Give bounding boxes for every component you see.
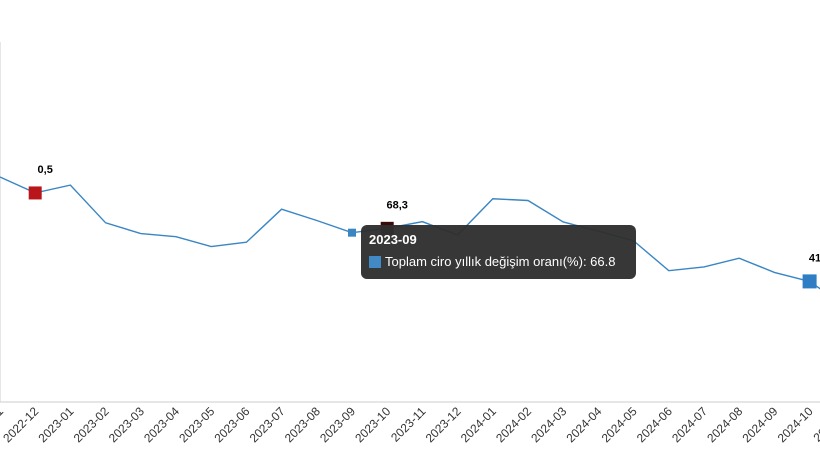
x-tick-label: 2023-04 xyxy=(141,404,182,445)
x-tick-label: 2023-03 xyxy=(106,404,147,445)
x-tick-label: 2023-12 xyxy=(423,404,464,445)
data-label: 68,3 xyxy=(386,199,407,211)
tooltip-series-swatch xyxy=(369,256,381,268)
x-tick-label: 2024-03 xyxy=(528,404,569,445)
chart-axes xyxy=(0,42,820,403)
x-tick-label: 2024-08 xyxy=(704,404,745,445)
x-tick-label: 2023-09 xyxy=(317,404,358,445)
x-tick-label: 2024-11 xyxy=(811,404,820,445)
chart-tooltip: 2023-09 Toplam ciro yıllık değişim oranı… xyxy=(361,225,636,279)
x-tick-label: 2024-04 xyxy=(563,404,604,445)
chart-data-labels: 0,5 68,3 41,6 xyxy=(38,164,820,264)
x-tick-label: 2024-10 xyxy=(775,404,816,445)
data-point-marker[interactable] xyxy=(28,186,42,200)
data-label: 41,6 xyxy=(809,252,820,264)
x-tick-label: 2023-11 xyxy=(388,404,429,445)
x-axis-tick-labels: 2022-112022-122023-012023-022023-032023-… xyxy=(0,404,820,445)
x-tick-label: 2024-02 xyxy=(493,404,534,445)
series-line xyxy=(0,176,820,290)
x-tick-label: 2023-10 xyxy=(352,404,393,445)
x-tick-label: 2024-07 xyxy=(669,404,710,445)
x-tick-label: 2024-09 xyxy=(739,404,780,445)
data-point-marker[interactable] xyxy=(802,274,817,289)
x-tick-label: 2023-01 xyxy=(35,404,76,445)
x-tick-label: 2024-06 xyxy=(634,404,675,445)
x-tick-label: 2023-02 xyxy=(71,404,112,445)
hovered-point-marker[interactable] xyxy=(348,228,356,237)
tooltip-title: 2023-09 xyxy=(369,232,417,247)
chart-series xyxy=(0,176,820,290)
tooltip-series-text: Toplam ciro yıllık değişim oranı(%): 66.… xyxy=(385,254,616,269)
x-tick-label: 2023-06 xyxy=(211,404,252,445)
x-tick-label: 2023-08 xyxy=(282,404,323,445)
x-tick-label: 2024-05 xyxy=(599,404,640,445)
x-tick-label: 2024-01 xyxy=(458,404,499,445)
x-tick-label: 2022-12 xyxy=(0,404,41,445)
data-label: 0,5 xyxy=(38,164,53,176)
x-tick-label: 2023-07 xyxy=(247,404,288,445)
tooltip-row: Toplam ciro yıllık değişim oranı(%): 66.… xyxy=(369,254,628,270)
x-tick-label: 2023-05 xyxy=(176,404,217,445)
